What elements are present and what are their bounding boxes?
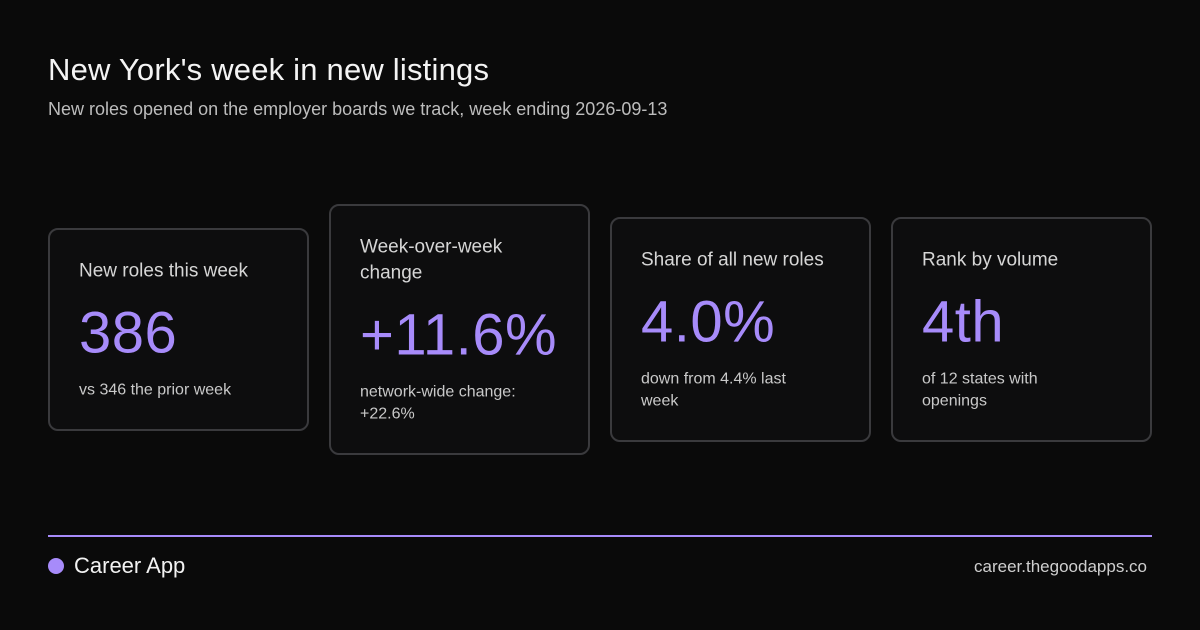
stat-card-rank: Rank by volume 4th of 12 states with ope… xyxy=(891,217,1152,442)
stat-card-value: 4.0% xyxy=(641,289,776,354)
stat-card-value: 4th xyxy=(922,289,1005,354)
stat-card-label: Share of all new roles xyxy=(641,249,824,270)
footer-divider xyxy=(48,535,1152,537)
stat-card-value: 386 xyxy=(79,300,178,365)
stat-card-value: +11.6% xyxy=(360,302,558,367)
stat-card-week-over-week: Week-over-week change +11.6% network-wid… xyxy=(329,204,590,455)
page-title: New York's week in new listings xyxy=(48,52,490,87)
stat-card-new-roles: New roles this week 386 vs 346 the prior… xyxy=(48,228,309,431)
site-url-link[interactable]: career.thegoodapps.co xyxy=(974,557,1147,576)
stat-card-note: network-wide change: +22.6% xyxy=(360,383,516,422)
stat-card-label: Week-over-week change xyxy=(360,236,503,283)
stat-card-note: down from 4.4% last week xyxy=(641,370,786,409)
brand-dot-icon xyxy=(48,558,64,574)
page-subtitle: New roles opened on the employer boards … xyxy=(48,99,668,119)
brand-name: Career App xyxy=(74,553,186,578)
stat-card-label: Rank by volume xyxy=(922,249,1059,270)
stat-card-label: New roles this week xyxy=(79,260,248,281)
brand: Career App xyxy=(48,553,185,579)
stat-card-note: of 12 states with openings xyxy=(922,370,1038,409)
stat-card-note: vs 346 the prior week xyxy=(79,381,232,398)
stat-card-share: Share of all new roles 4.0% down from 4.… xyxy=(610,217,871,442)
